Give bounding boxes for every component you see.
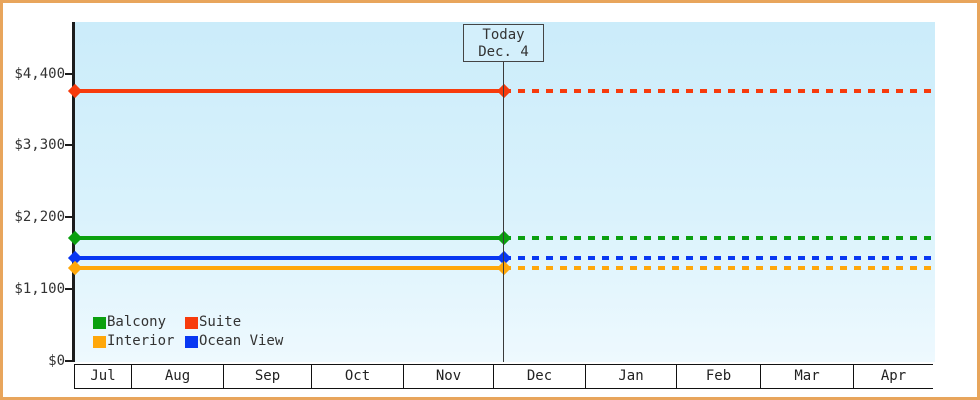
y-tick-mark: [65, 216, 73, 219]
today-label-line2: Dec. 4: [478, 44, 529, 60]
y-tick-label: $0: [48, 353, 65, 369]
y-tick-label: $2,200: [14, 209, 65, 226]
series-line-ocean-view-solid: [75, 255, 504, 260]
y-tick-mark: [65, 144, 73, 147]
month-cell-apr: Apr: [853, 365, 933, 388]
legend-item-ocean-view: Ocean View: [185, 333, 284, 349]
y-tick-label: $4,400: [14, 65, 65, 82]
month-cell-aug: Aug: [131, 365, 223, 388]
series-line-interior-dashed: [504, 265, 935, 270]
legend-swatch-interior: [93, 335, 106, 348]
month-cell-jul: Jul: [74, 365, 131, 388]
legend-label: Interior: [107, 333, 175, 349]
month-cell-nov: Nov: [403, 365, 493, 388]
legend-item-balcony: Balcony: [93, 314, 185, 330]
y-tick-label: $3,300: [14, 137, 65, 154]
y-tick-mark: [65, 72, 73, 75]
legend-swatch-suite: [185, 316, 198, 329]
month-cell-dec: Dec: [493, 365, 585, 388]
legend-item-interior: Interior: [93, 333, 185, 349]
month-strip-top-rule: [74, 364, 933, 365]
month-cell-oct: Oct: [311, 365, 403, 388]
month-strip-bottom-rule: [74, 388, 933, 389]
legend-label: Suite: [199, 314, 242, 330]
y-tick-mark: [65, 288, 73, 291]
legend-item-suite: Suite: [185, 314, 283, 330]
legend-label: Ocean View: [199, 333, 284, 349]
y-tick-mark: [65, 360, 73, 362]
series-line-balcony-dashed: [504, 236, 935, 241]
series-line-balcony-solid: [75, 236, 504, 241]
month-cell-mar: Mar: [760, 365, 853, 388]
series-line-suite-solid: [75, 89, 504, 94]
month-cell-sep: Sep: [223, 365, 311, 388]
today-line: [503, 61, 504, 362]
month-cell-jan: Jan: [585, 365, 676, 388]
month-cell-feb: Feb: [676, 365, 760, 388]
today-label-line1: Today: [482, 27, 525, 43]
series-line-ocean-view-dashed: [504, 255, 935, 260]
legend: Balcony Suite Interior Ocean View: [93, 314, 284, 349]
y-axis: [72, 22, 75, 362]
y-tick-label: $1,100: [14, 281, 65, 298]
legend-label: Balcony: [107, 314, 167, 330]
today-box: Today Dec. 4: [463, 24, 544, 62]
legend-swatch-balcony: [93, 316, 106, 329]
legend-swatch-ocean-view: [185, 335, 198, 348]
series-line-interior-solid: [75, 265, 504, 270]
series-line-suite-dashed: [504, 89, 935, 94]
plot-area: [75, 22, 935, 362]
